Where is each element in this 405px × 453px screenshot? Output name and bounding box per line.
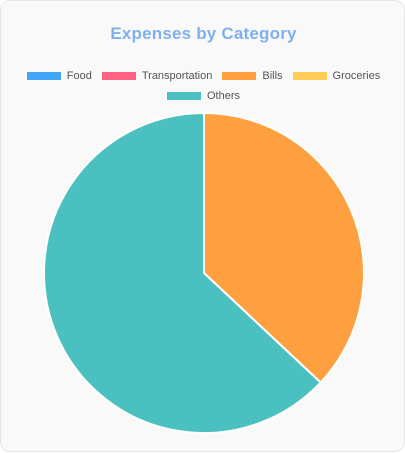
legend-item-groceries[interactable]: Groceries xyxy=(292,70,381,82)
legend-item-others[interactable]: Others xyxy=(166,90,240,102)
legend-swatch-food xyxy=(26,72,61,80)
chart-title: Expenses by Category xyxy=(110,24,297,43)
legend-swatch-groceries xyxy=(292,72,327,80)
legend-label-groceries: Groceries xyxy=(332,70,381,82)
legend-swatch-others xyxy=(166,92,201,100)
legend-row-1: Food Transportation Bills Groceries xyxy=(1,70,405,82)
pie-slice-bills[interactable] xyxy=(203,111,365,384)
legend-label-bills: Bills xyxy=(262,70,283,82)
legend-label-others: Others xyxy=(206,90,240,102)
legend-item-food[interactable]: Food xyxy=(26,70,92,82)
legend-label-transportation: Transportation xyxy=(141,70,213,82)
legend-item-bills[interactable]: Bills xyxy=(222,70,283,82)
pie-slice-others[interactable] xyxy=(43,111,323,434)
legend-label-food: Food xyxy=(66,70,92,82)
legend-row-2: Others xyxy=(1,90,405,102)
legend-item-transportation[interactable]: Transportation xyxy=(101,70,213,82)
legend-swatch-transportation xyxy=(101,72,136,80)
legend-swatch-bills xyxy=(222,72,257,80)
